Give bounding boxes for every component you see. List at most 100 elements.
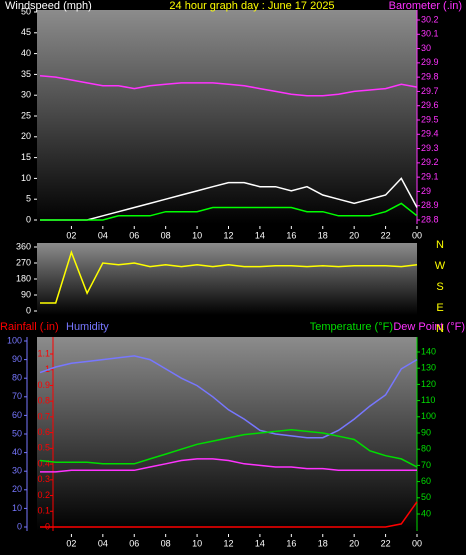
climate-plot-area [37,337,417,531]
y3-tick-label: 0.8 [37,396,50,406]
y3-tick-label: 0.6 [37,427,50,437]
x-tick-label: 22 [381,538,391,548]
y3-tick-label: 0.4 [37,458,50,468]
y2-tick-label: 30 [421,43,431,53]
x-tick-label: 06 [129,538,139,548]
y-tick-label: 10 [21,173,31,183]
rain-label: Rainfall (.in) [0,321,59,333]
humidity-label: Humidity [66,321,109,333]
y2-tick-label: 100 [421,411,436,421]
y-tick-label: 90 [12,354,22,364]
x-tick-label: 16 [286,538,296,548]
y-tick-label: 15 [21,152,31,162]
temp-label: Temperature (°F) [310,321,393,333]
y-tick-label: 50 [12,428,22,438]
y2-tick-label: 30.2 [421,14,439,24]
y-tick-label: 35 [21,69,31,79]
y3-tick-label: 0.2 [37,490,50,500]
y-tick-label: 0 [26,214,31,224]
y2-tick-label: 29.2 [421,157,439,167]
x-tick-label: 12 [223,538,233,548]
x-tick-label: 08 [161,230,171,240]
compass-label: S [436,281,443,293]
direction-plot-area [37,243,417,315]
y2-tick-label: 29.7 [421,86,439,96]
x-tick-label: 00 [412,538,422,548]
y3-tick-label: 0.3 [37,474,50,484]
wind-label: Windspeed (mph) [5,0,92,12]
y-tick-label: 30 [21,90,31,100]
x-tick-label: 14 [255,230,265,240]
y-tick-label: 40 [12,447,22,457]
compass-label: E [436,302,443,314]
x-tick-label: 16 [286,230,296,240]
y3-tick-label: 0.7 [37,411,50,421]
y-tick-label: 80 [12,373,22,383]
x-tick-label: 00 [412,230,422,240]
dew-label: Dew Point (°F) [393,321,465,333]
x-tick-label: 02 [66,538,76,548]
y2-tick-label: 29.3 [421,143,439,153]
y-tick-label: 30 [12,466,22,476]
y3-tick-label: 0.5 [37,443,50,453]
y-tick-label: 70 [12,391,22,401]
y-tick-label: 270 [16,257,31,267]
y-tick-label: 20 [12,484,22,494]
series-line [39,355,418,439]
x-tick-label: 04 [98,230,108,240]
series-line [40,250,418,304]
series-line [40,458,417,473]
y2-tick-label: 30.1 [421,29,439,39]
y-tick-label: 90 [21,289,31,299]
x-tick-label: 12 [223,230,233,240]
y-tick-label: 10 [12,503,22,513]
y2-tick-label: 29.4 [421,129,439,139]
wind-plot-area [37,10,417,224]
x-tick-label: 04 [98,538,108,548]
y2-tick-label: 40 [421,508,431,518]
y2-tick-label: 70 [421,460,431,470]
compass-label: N [436,239,444,251]
y2-tick-label: 29.5 [421,114,439,124]
y-tick-label: 5 [26,194,31,204]
x-tick-label: 14 [255,538,265,548]
y2-tick-label: 29.1 [421,172,439,182]
series-line [39,74,418,97]
series-line [39,429,418,468]
y2-tick-label: 29.9 [421,57,439,67]
y-tick-label: 100 [7,335,22,345]
y-tick-label: 40 [21,48,31,58]
y3-tick-label: 0.9 [37,380,50,390]
y2-tick-label: 90 [421,427,431,437]
y2-tick-label: 80 [421,444,431,454]
y-tick-label: 25 [21,110,31,120]
y2-tick-label: 28.8 [421,214,439,224]
y2-tick-label: 28.9 [421,200,439,210]
x-tick-label: 02 [66,230,76,240]
series-line [40,202,418,221]
x-tick-label: 10 [192,230,202,240]
x-tick-label: 06 [129,230,139,240]
compass-label: N [436,323,444,335]
y-tick-label: 20 [21,131,31,141]
x-tick-label: 22 [381,230,391,240]
y3-tick-label: 1.1 [37,348,50,358]
y3-tick-label: 0.1 [37,506,50,516]
y-tick-label: 0 [26,305,31,315]
y2-tick-label: 60 [421,476,431,486]
y2-tick-label: 29 [421,186,431,196]
y2-tick-label: 29.6 [421,100,439,110]
y2-tick-label: 130 [421,363,436,373]
baro-label: Barometer (.in) [389,0,462,12]
y-tick-label: 0 [17,521,22,531]
x-tick-label: 18 [318,538,328,548]
y2-tick-label: 140 [421,346,436,356]
y-tick-label: 50 [21,6,31,16]
chart-title: 24 hour graph day : June 17 2025 [169,0,334,12]
x-tick-label: 08 [161,538,171,548]
y-tick-label: 180 [16,273,31,283]
y2-tick-label: 50 [421,492,431,502]
y-tick-label: 360 [16,241,31,251]
x-tick-label: 20 [349,538,359,548]
